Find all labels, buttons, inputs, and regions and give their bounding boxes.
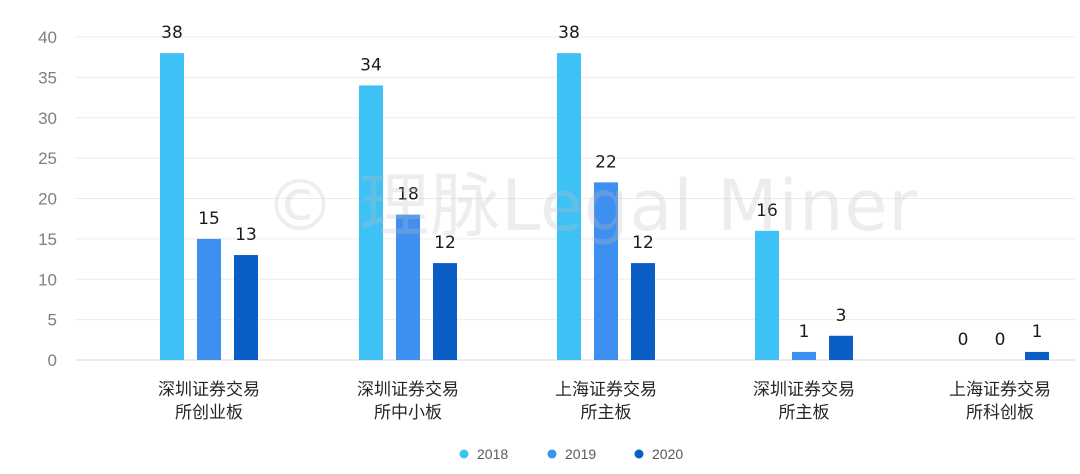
x-tick-label-line: 深圳证券交易 bbox=[158, 380, 260, 400]
data-label: 0 bbox=[995, 330, 1006, 350]
legend-label: 2020 bbox=[652, 446, 683, 462]
bar bbox=[433, 263, 457, 360]
bar bbox=[594, 182, 618, 360]
x-tick-label: 深圳证券交易所创业板 bbox=[158, 380, 260, 423]
y-tick-label: 10 bbox=[38, 270, 57, 289]
bar bbox=[792, 351, 816, 360]
legend-marker bbox=[634, 449, 644, 459]
bar bbox=[396, 214, 420, 360]
legend-label: 2018 bbox=[477, 446, 508, 462]
x-tick-label-line: 所创业板 bbox=[175, 403, 243, 423]
x-tick-label-line: 所主板 bbox=[779, 403, 830, 423]
bar bbox=[755, 230, 779, 360]
legend-item: 2018 bbox=[459, 446, 508, 462]
x-tick-label-line: 上海证券交易 bbox=[555, 380, 657, 400]
x-tick-label: 上海证券交易所科创板 bbox=[949, 380, 1051, 423]
x-tick-label: 上海证券交易所主板 bbox=[555, 380, 657, 423]
y-tick-label: 5 bbox=[48, 311, 57, 330]
data-label: 3 bbox=[836, 306, 847, 326]
legend-label: 2019 bbox=[565, 446, 596, 462]
x-tick-label-line: 所主板 bbox=[581, 403, 632, 423]
data-label: 18 bbox=[397, 185, 419, 205]
y-tick-label: 0 bbox=[48, 351, 57, 370]
data-label: 38 bbox=[558, 23, 580, 43]
data-label: 1 bbox=[799, 322, 810, 342]
x-tick-label-line: 所中小板 bbox=[374, 403, 442, 423]
bar bbox=[557, 53, 581, 361]
data-label: 38 bbox=[161, 23, 183, 43]
y-tick-label: 25 bbox=[38, 149, 57, 168]
legend-item: 2019 bbox=[547, 446, 596, 462]
y-tick-label: 15 bbox=[38, 230, 57, 249]
bar bbox=[359, 85, 383, 360]
legend-item: 2020 bbox=[634, 446, 683, 462]
data-label: 15 bbox=[198, 209, 220, 229]
data-label: 34 bbox=[360, 55, 382, 75]
x-tick-label-line: 上海证券交易 bbox=[949, 380, 1051, 400]
x-tick-label-line: 深圳证券交易 bbox=[357, 380, 459, 400]
bar bbox=[160, 53, 184, 361]
y-tick-label: 40 bbox=[38, 28, 57, 47]
x-tick-label-line: 深圳证券交易 bbox=[753, 380, 855, 400]
bar bbox=[631, 263, 655, 360]
data-label: 1 bbox=[1032, 322, 1043, 342]
data-label: 13 bbox=[235, 225, 257, 245]
bar bbox=[234, 255, 258, 360]
data-label: 0 bbox=[958, 330, 969, 350]
x-tick-label-line: 所科创板 bbox=[966, 403, 1034, 423]
bar bbox=[829, 335, 853, 360]
y-tick-label: 35 bbox=[38, 68, 57, 87]
x-tick-label: 深圳证券交易所主板 bbox=[753, 380, 855, 423]
data-label: 22 bbox=[595, 152, 617, 172]
legend-marker bbox=[547, 449, 557, 459]
y-tick-label: 20 bbox=[38, 190, 57, 209]
legend-marker bbox=[459, 449, 469, 459]
y-tick-label: 30 bbox=[38, 109, 57, 128]
x-tick-label: 深圳证券交易所中小板 bbox=[357, 380, 459, 423]
bar bbox=[197, 238, 221, 360]
data-label: 12 bbox=[632, 233, 654, 253]
data-label: 12 bbox=[434, 233, 456, 253]
data-label: 16 bbox=[756, 201, 778, 221]
bar bbox=[1025, 351, 1049, 360]
